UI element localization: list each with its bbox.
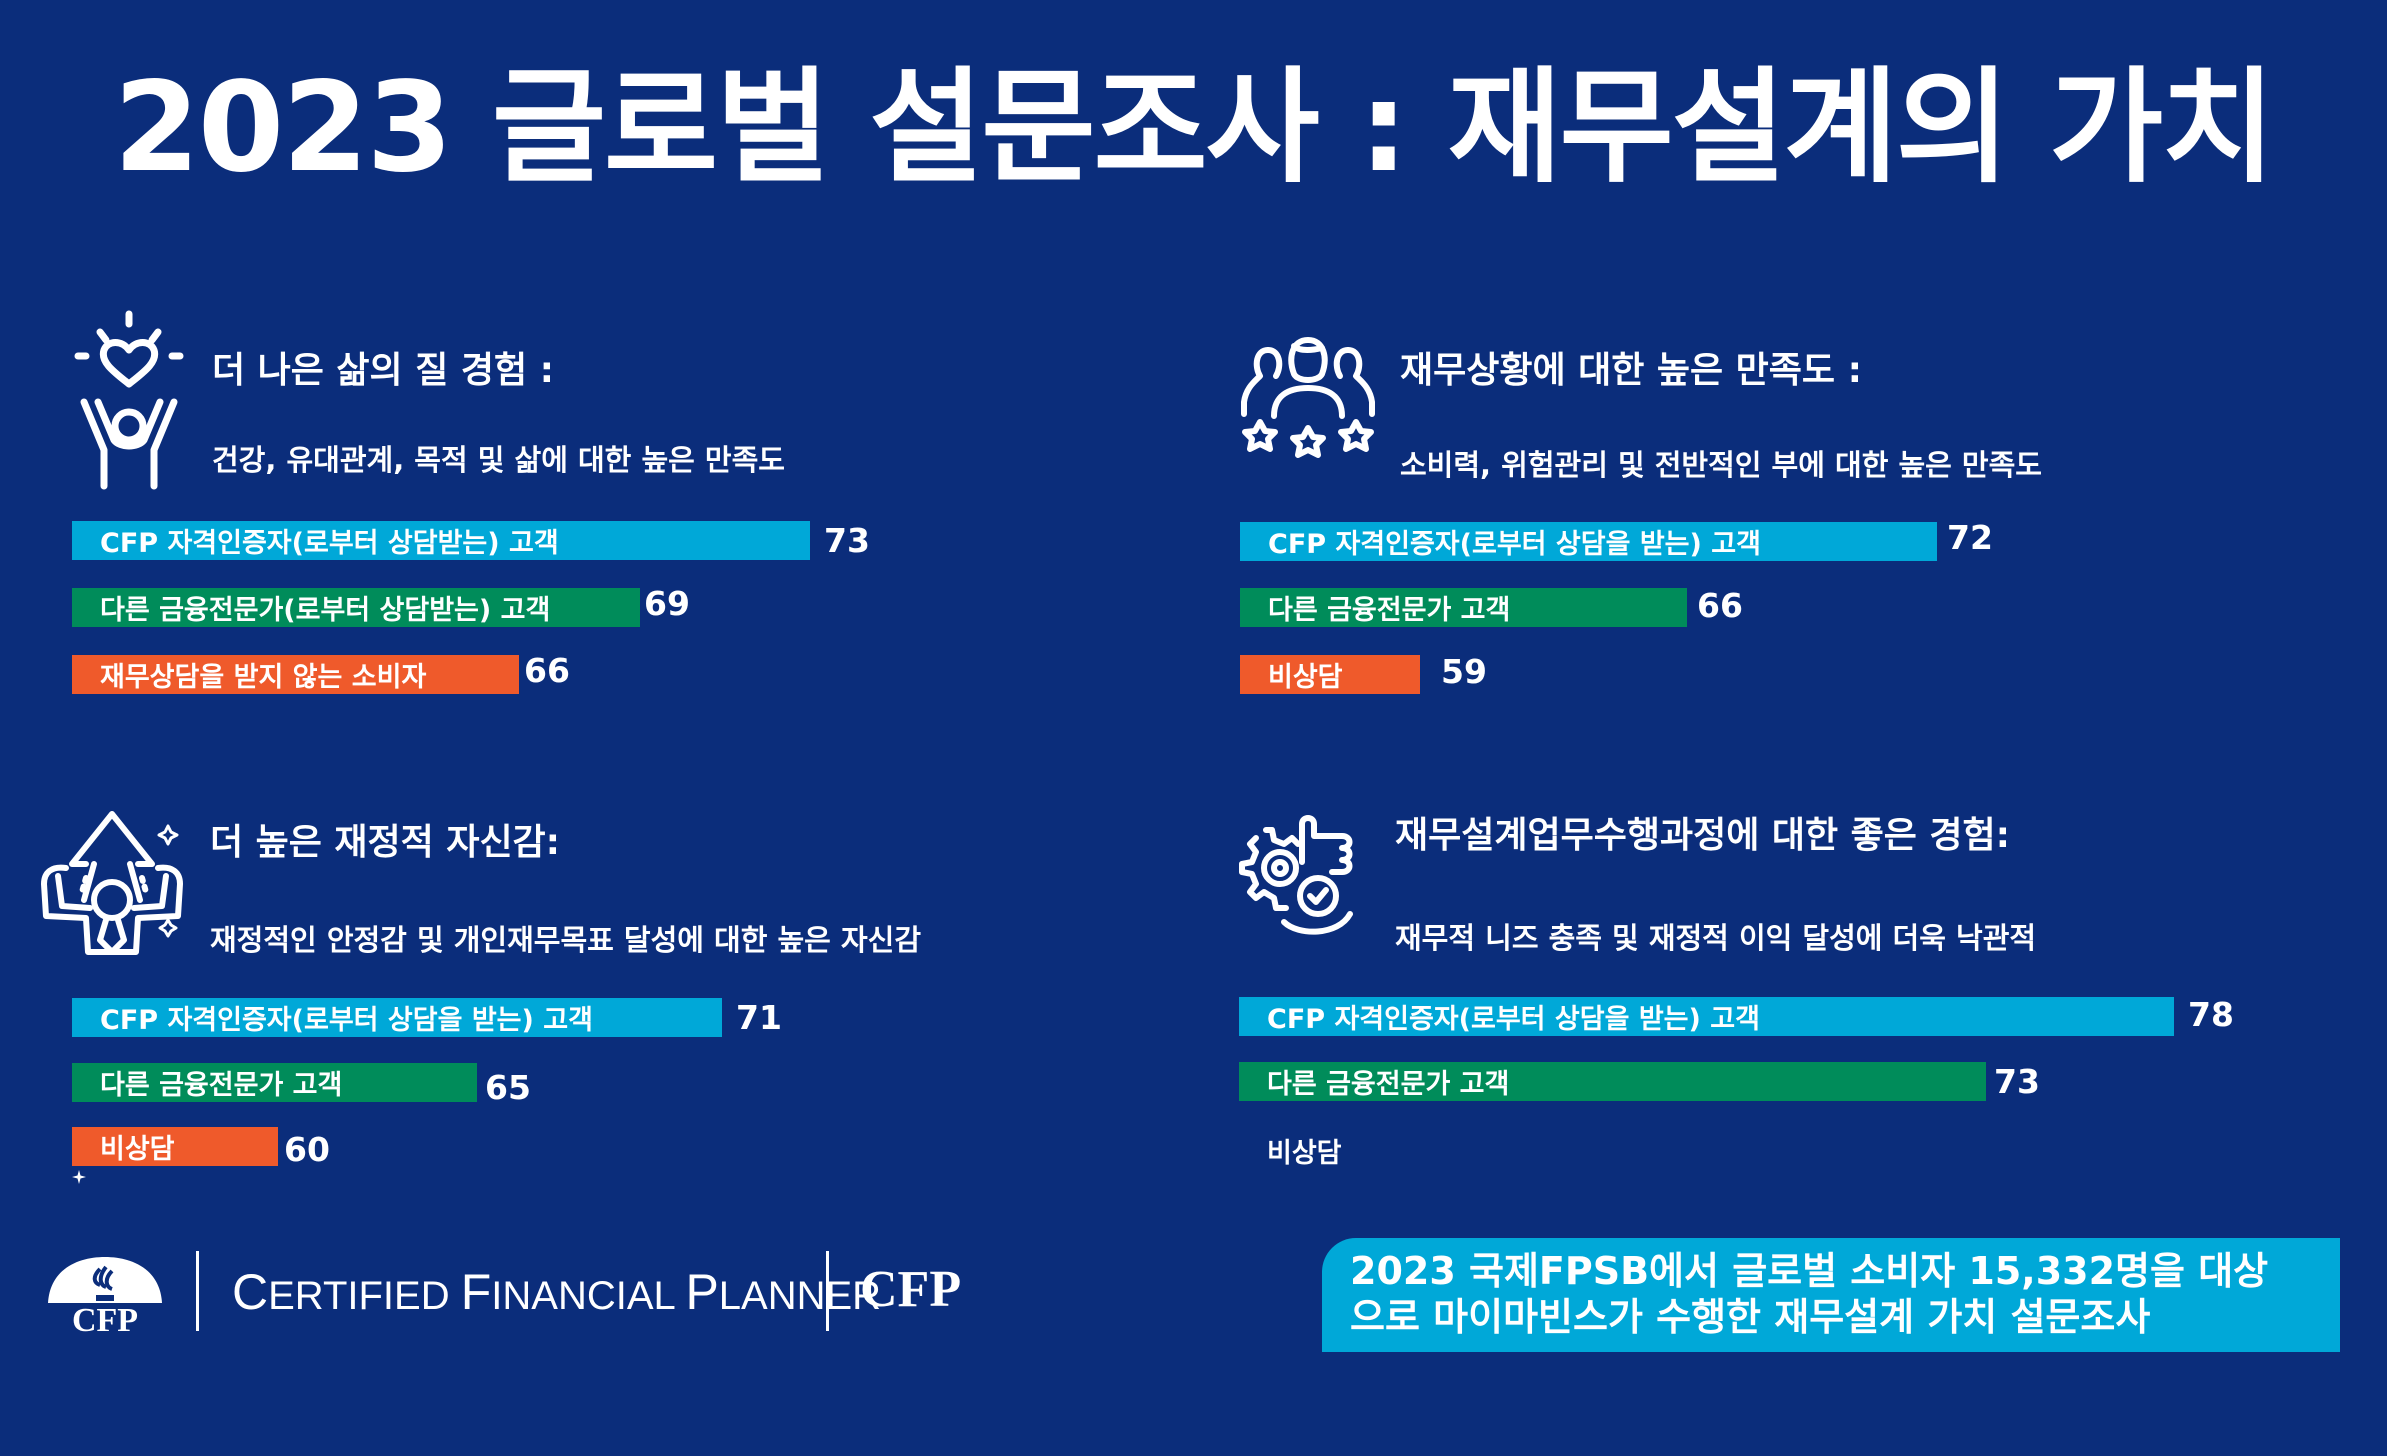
bar-other-advisor-client: 다른 금융전문가 고객 — [72, 1063, 477, 1102]
bar-value: 72 — [1947, 518, 1993, 557]
certified-financial-planner-wordmark: CERTIFIED FINANCIAL PLANNER — [232, 1264, 882, 1320]
cfp-logo: CFP — [44, 1255, 166, 1339]
bar-label: 비상담 — [100, 1134, 175, 1165]
bar-value: 71 — [736, 998, 782, 1037]
panel-subtitle: 건강, 유대관계, 목적 및 삶에 대한 높은 만족도 — [212, 443, 785, 477]
page-title: 2023 글로벌 설문조사 : 재무설계의 가치 — [113, 56, 2276, 200]
gear-thumbs-up-check-icon — [1236, 810, 1360, 938]
footer-divider — [826, 1251, 829, 1331]
panel-heading: 재무설계업무수행과정에 대한 좋은 경험: — [1395, 815, 2011, 856]
bar-label: CFP 자격인증자(로부터 상담을 받는) 고객 — [100, 1005, 593, 1036]
panel-heading: 더 나은 삶의 질 경험 : — [212, 350, 555, 391]
bar-non-advised: 비상담 — [1240, 655, 1420, 694]
survey-source-line-1: 2023 국제FPSB에서 글로벌 소비자 15,332명을 대상 — [1350, 1249, 2269, 1293]
panel-heading: 재무상황에 대한 높은 만족도 : — [1400, 350, 1862, 391]
bar-other-advisor-client: 다른 금융전문가(로부터 상담받는) 고객 — [72, 588, 640, 627]
heart-person-icon — [74, 310, 184, 490]
bar-value: 60 — [284, 1130, 330, 1169]
bar-cfp-client: CFP 자격인증자(로부터 상담을 받는) 고객 — [72, 998, 722, 1037]
survey-source-box: 2023 국제FPSB에서 글로벌 소비자 15,332명을 대상 으로 마이마… — [1322, 1238, 2340, 1352]
cfp-mark: CFP — [860, 1261, 962, 1318]
bar-label: 비상담 — [1267, 1138, 1342, 1169]
bar-label: 다른 금융전문가 고객 — [1268, 595, 1511, 626]
bar-other-advisor-client: 다른 금융전문가 고객 — [1240, 588, 1687, 627]
bar-non-advised: 비상담 — [72, 1127, 278, 1166]
bar-label: 다른 금융전문가 고객 — [100, 1070, 343, 1101]
cfp-logo-text: CFP — [72, 1302, 138, 1333]
bar-label: 다른 금융전문가 고객 — [1267, 1069, 1510, 1100]
bar-cfp-client: CFP 자격인증자(로부터 상담을 받는) 고객 — [1240, 522, 1937, 561]
bar-value: 65 — [485, 1068, 531, 1107]
sparkle-icon — [72, 1169, 86, 1184]
survey-source-line-2: 으로 마이마빈스가 수행한 재무설계 가치 설문조사 — [1350, 1295, 2151, 1339]
panel-subtitle: 소비력, 위험관리 및 전반적인 부에 대한 높은 만족도 — [1400, 448, 2042, 482]
bar-value: 66 — [1697, 586, 1743, 625]
bar-value: 59 — [1441, 652, 1487, 691]
bar-value: 78 — [2188, 995, 2234, 1034]
panel-subtitle: 재정적인 안정감 및 개인재무목표 달성에 대한 높은 자신감 — [210, 923, 921, 957]
bar-label: CFP 자격인증자(로부터 상담을 받는) 고객 — [1268, 529, 1761, 560]
bar-non-advised: 비상담 — [1239, 1131, 1342, 1170]
bar-label: CFP 자격인증자(로부터 상담을 받는) 고객 — [1267, 1004, 1760, 1035]
confident-person-arrow-icon — [36, 808, 196, 956]
bar-label: CFP 자격인증자(로부터 상담받는) 고객 — [100, 528, 559, 559]
bar-non-advised: 재무상담을 받지 않는 소비자 — [72, 655, 519, 694]
bar-cfp-client: CFP 자격인증자(로부터 상담을 받는) 고객 — [1239, 997, 2174, 1036]
bar-label: 비상담 — [1268, 662, 1343, 693]
bar-label: 다른 금융전문가(로부터 상담받는) 고객 — [100, 595, 551, 626]
people-stars-icon — [1238, 336, 1378, 460]
panel-subtitle: 재무적 니즈 충족 및 재정적 이익 달성에 더욱 낙관적 — [1395, 921, 2037, 955]
bar-other-advisor-client: 다른 금융전문가 고객 — [1239, 1062, 1986, 1101]
bar-value: 69 — [644, 584, 690, 623]
bar-value: 73 — [1994, 1062, 2040, 1101]
bar-value: 66 — [524, 651, 570, 690]
panel-heading: 더 높은 재정적 자신감: — [210, 822, 561, 863]
bar-label: 재무상담을 받지 않는 소비자 — [100, 662, 427, 693]
bar-cfp-client: CFP 자격인증자(로부터 상담받는) 고객 — [72, 521, 810, 560]
footer-divider — [196, 1251, 199, 1331]
bar-value: 73 — [824, 521, 870, 560]
